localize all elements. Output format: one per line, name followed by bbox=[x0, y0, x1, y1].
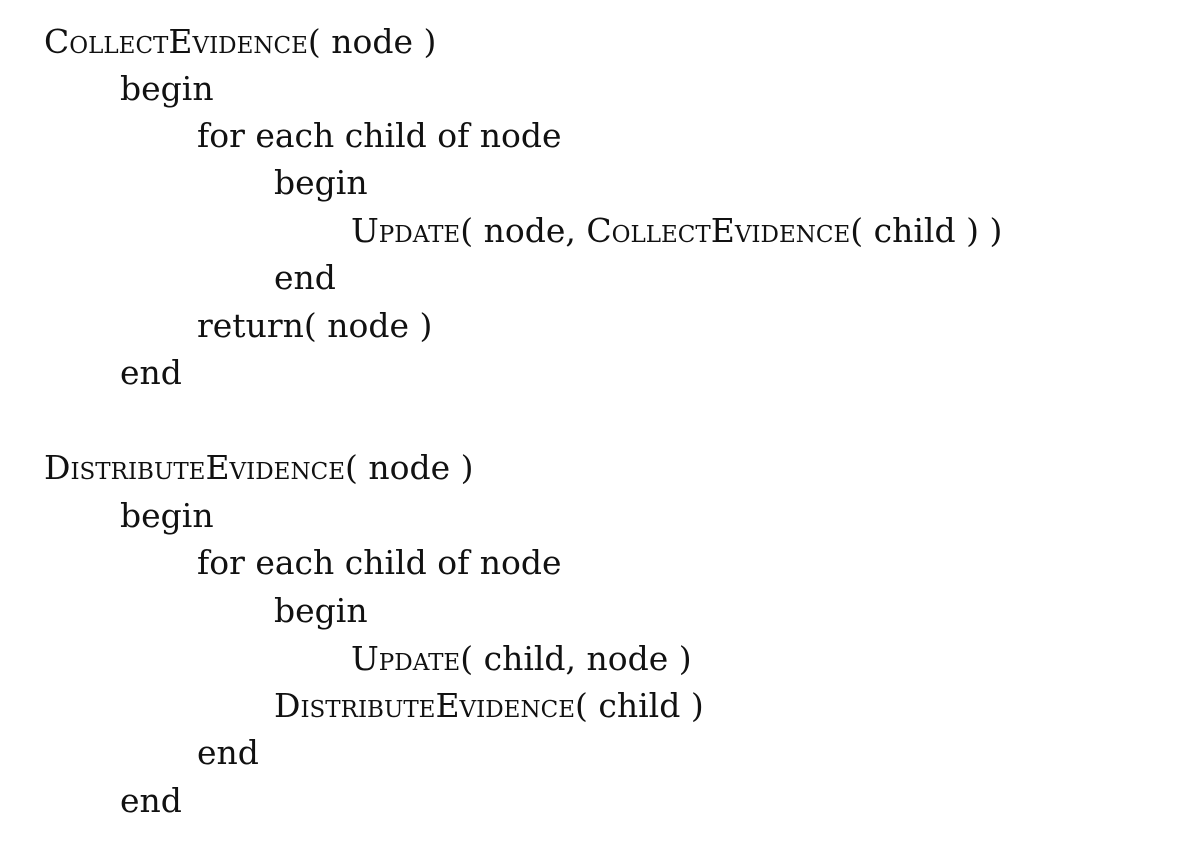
function-name: Update bbox=[351, 639, 461, 678]
distribute-for-loop: for each child of node bbox=[197, 543, 562, 582]
function-name: CollectEvidence bbox=[586, 211, 851, 250]
function-args: ( child ) bbox=[575, 686, 704, 725]
distribute-end: end bbox=[120, 781, 182, 820]
function-args: ( node, bbox=[460, 211, 587, 250]
collect-begin: begin bbox=[120, 69, 214, 108]
collect-inner-begin: begin bbox=[274, 163, 368, 202]
distribute-loop-end: end bbox=[197, 733, 259, 772]
collect-end: end bbox=[120, 353, 182, 392]
function-name: DistributeEvidence bbox=[44, 448, 345, 487]
distribute-update-call: Update( child, node ) bbox=[351, 639, 692, 679]
function-name: Update bbox=[351, 211, 461, 250]
collect-inner-end: end bbox=[274, 258, 336, 297]
collect-evidence-signature: CollectEvidence( node ) bbox=[44, 22, 436, 62]
collect-update-call: Update( node, CollectEvidence( child ) ) bbox=[351, 211, 1002, 251]
function-args: ( node ) bbox=[345, 448, 474, 487]
function-name: DistributeEvidence bbox=[274, 686, 575, 725]
function-args: ( node ) bbox=[307, 22, 437, 61]
distribute-inner-begin: begin bbox=[274, 591, 368, 630]
function-name: CollectEvidence bbox=[44, 22, 308, 61]
distribute-recursive-call: DistributeEvidence( child ) bbox=[274, 686, 704, 726]
collect-return: return( node ) bbox=[197, 306, 433, 345]
collect-for-loop: for each child of node bbox=[197, 116, 562, 155]
function-args: ( child, node ) bbox=[460, 639, 692, 678]
distribute-begin: begin bbox=[120, 496, 214, 535]
distribute-evidence-signature: DistributeEvidence( node ) bbox=[44, 448, 474, 488]
function-args: ( child ) ) bbox=[850, 211, 1003, 250]
